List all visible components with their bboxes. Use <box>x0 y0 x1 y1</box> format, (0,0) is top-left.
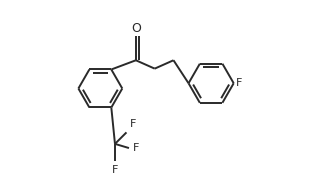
Text: F: F <box>236 78 243 88</box>
Text: O: O <box>131 22 141 35</box>
Text: F: F <box>133 143 139 153</box>
Text: F: F <box>112 165 118 175</box>
Text: F: F <box>130 119 136 129</box>
